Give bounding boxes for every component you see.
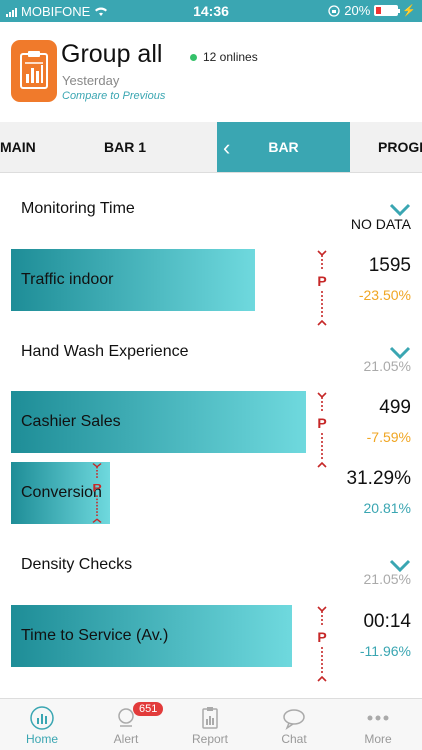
tab-label: BAR 1 [104, 139, 147, 155]
previous-marker-icon: P [92, 463, 102, 523]
more-icon [367, 715, 389, 721]
chevron-down-icon[interactable] [389, 559, 411, 573]
clipboard-chart-icon[interactable] [11, 40, 57, 102]
chevron-down-icon[interactable] [389, 203, 411, 217]
previous-marker-icon: P [317, 392, 327, 468]
svg-text:P: P [317, 415, 326, 431]
signal-icon [6, 7, 17, 17]
metric-bar[interactable]: Time to Service (Av.) [11, 605, 292, 667]
metric-delta: -7.59% [366, 429, 411, 445]
header: Group all 12 onlines Yesterday Compare t… [0, 22, 422, 122]
battery-icon [374, 5, 401, 16]
section-status: 21.05% [363, 571, 411, 587]
metric-bar[interactable]: Conversion [11, 462, 110, 524]
metric-value: 31.29% [346, 468, 411, 489]
rotation-lock-icon [328, 4, 340, 17]
tab-label: PROGR [378, 139, 422, 155]
chevron-left-icon[interactable]: ‹ [223, 135, 231, 160]
tab-bar1[interactable]: BAR 1 [104, 122, 184, 172]
section-title: Monitoring Time [21, 200, 135, 217]
online-dot-icon [190, 53, 197, 61]
metric-label: Cashier Sales [21, 413, 121, 430]
metric-bar[interactable]: Traffic indoor [11, 249, 255, 311]
carrier-name: MOBIFONE [21, 4, 91, 19]
battery-percent: 20% [344, 3, 371, 18]
nav-more[interactable]: More [336, 699, 420, 750]
metric-delta: -11.96% [359, 643, 411, 659]
wifi-icon [95, 7, 108, 16]
alert-icon [118, 708, 134, 727]
svg-text:P: P [317, 629, 326, 645]
nav-report[interactable]: Report [168, 699, 252, 750]
tab-label: MAIN [0, 139, 36, 155]
bottom-nav: Home 651 Alert Report Chat More [0, 698, 422, 750]
section-status: NO DATA [350, 216, 411, 232]
compare-link[interactable]: Compare to Previous [62, 90, 166, 102]
online-count: 12 onlines [203, 50, 258, 64]
nav-label: More [364, 732, 392, 746]
online-status: 12 onlines [190, 50, 258, 64]
nav-label: Home [25, 732, 58, 746]
metric-delta: 20.81% [363, 500, 411, 516]
metric-bar[interactable]: Cashier Sales [11, 391, 306, 453]
home-icon [30, 706, 54, 730]
previous-marker-icon: P [317, 606, 327, 682]
metric-value: 1595 [368, 255, 411, 276]
carrier-group: MOBIFONE [6, 4, 108, 19]
nav-label: Alert [113, 732, 139, 746]
alert-badge: 651 [133, 702, 164, 716]
nav-label: Report [191, 732, 229, 746]
section-title: Hand Wash Experience [21, 343, 189, 360]
metric-label: Traffic indoor [21, 271, 114, 288]
tab-main[interactable]: MAIN [0, 122, 60, 172]
section-status: 21.05% [363, 358, 411, 374]
svg-text:P: P [92, 482, 101, 494]
tab-bar: MAIN BAR 1 ‹ BAR PROGR [0, 122, 422, 173]
chevron-down-icon[interactable] [389, 346, 411, 360]
previous-marker-icon: P [317, 250, 327, 326]
page-title: Group all [61, 40, 163, 68]
tab-label: BAR [268, 139, 299, 155]
nav-label: Chat [281, 732, 307, 746]
metric-value: 499 [379, 397, 411, 418]
nav-home[interactable]: Home [0, 699, 84, 750]
nav-chat[interactable]: Chat [252, 699, 336, 750]
clock: 14:36 [193, 3, 229, 19]
metric-label: Conversion [21, 484, 102, 501]
charging-icon: ⚡ [402, 5, 416, 17]
date-range: Yesterday [62, 73, 120, 88]
chat-icon [283, 709, 305, 730]
tab-progress[interactable]: PROGR [378, 122, 422, 172]
metric-delta: -23.50% [358, 287, 411, 303]
metric-label: Time to Service (Av.) [21, 627, 169, 644]
nav-alert[interactable]: 651 Alert [84, 699, 168, 750]
report-icon [202, 707, 218, 729]
battery-group: 20% ⚡ [328, 3, 416, 18]
svg-text:P: P [317, 273, 326, 289]
section-title: Density Checks [21, 556, 133, 573]
metric-value: 00:14 [363, 611, 411, 632]
tab-bar[interactable]: ‹ BAR [217, 122, 350, 172]
status-bar: MOBIFONE 14:36 20% ⚡ [0, 0, 422, 22]
